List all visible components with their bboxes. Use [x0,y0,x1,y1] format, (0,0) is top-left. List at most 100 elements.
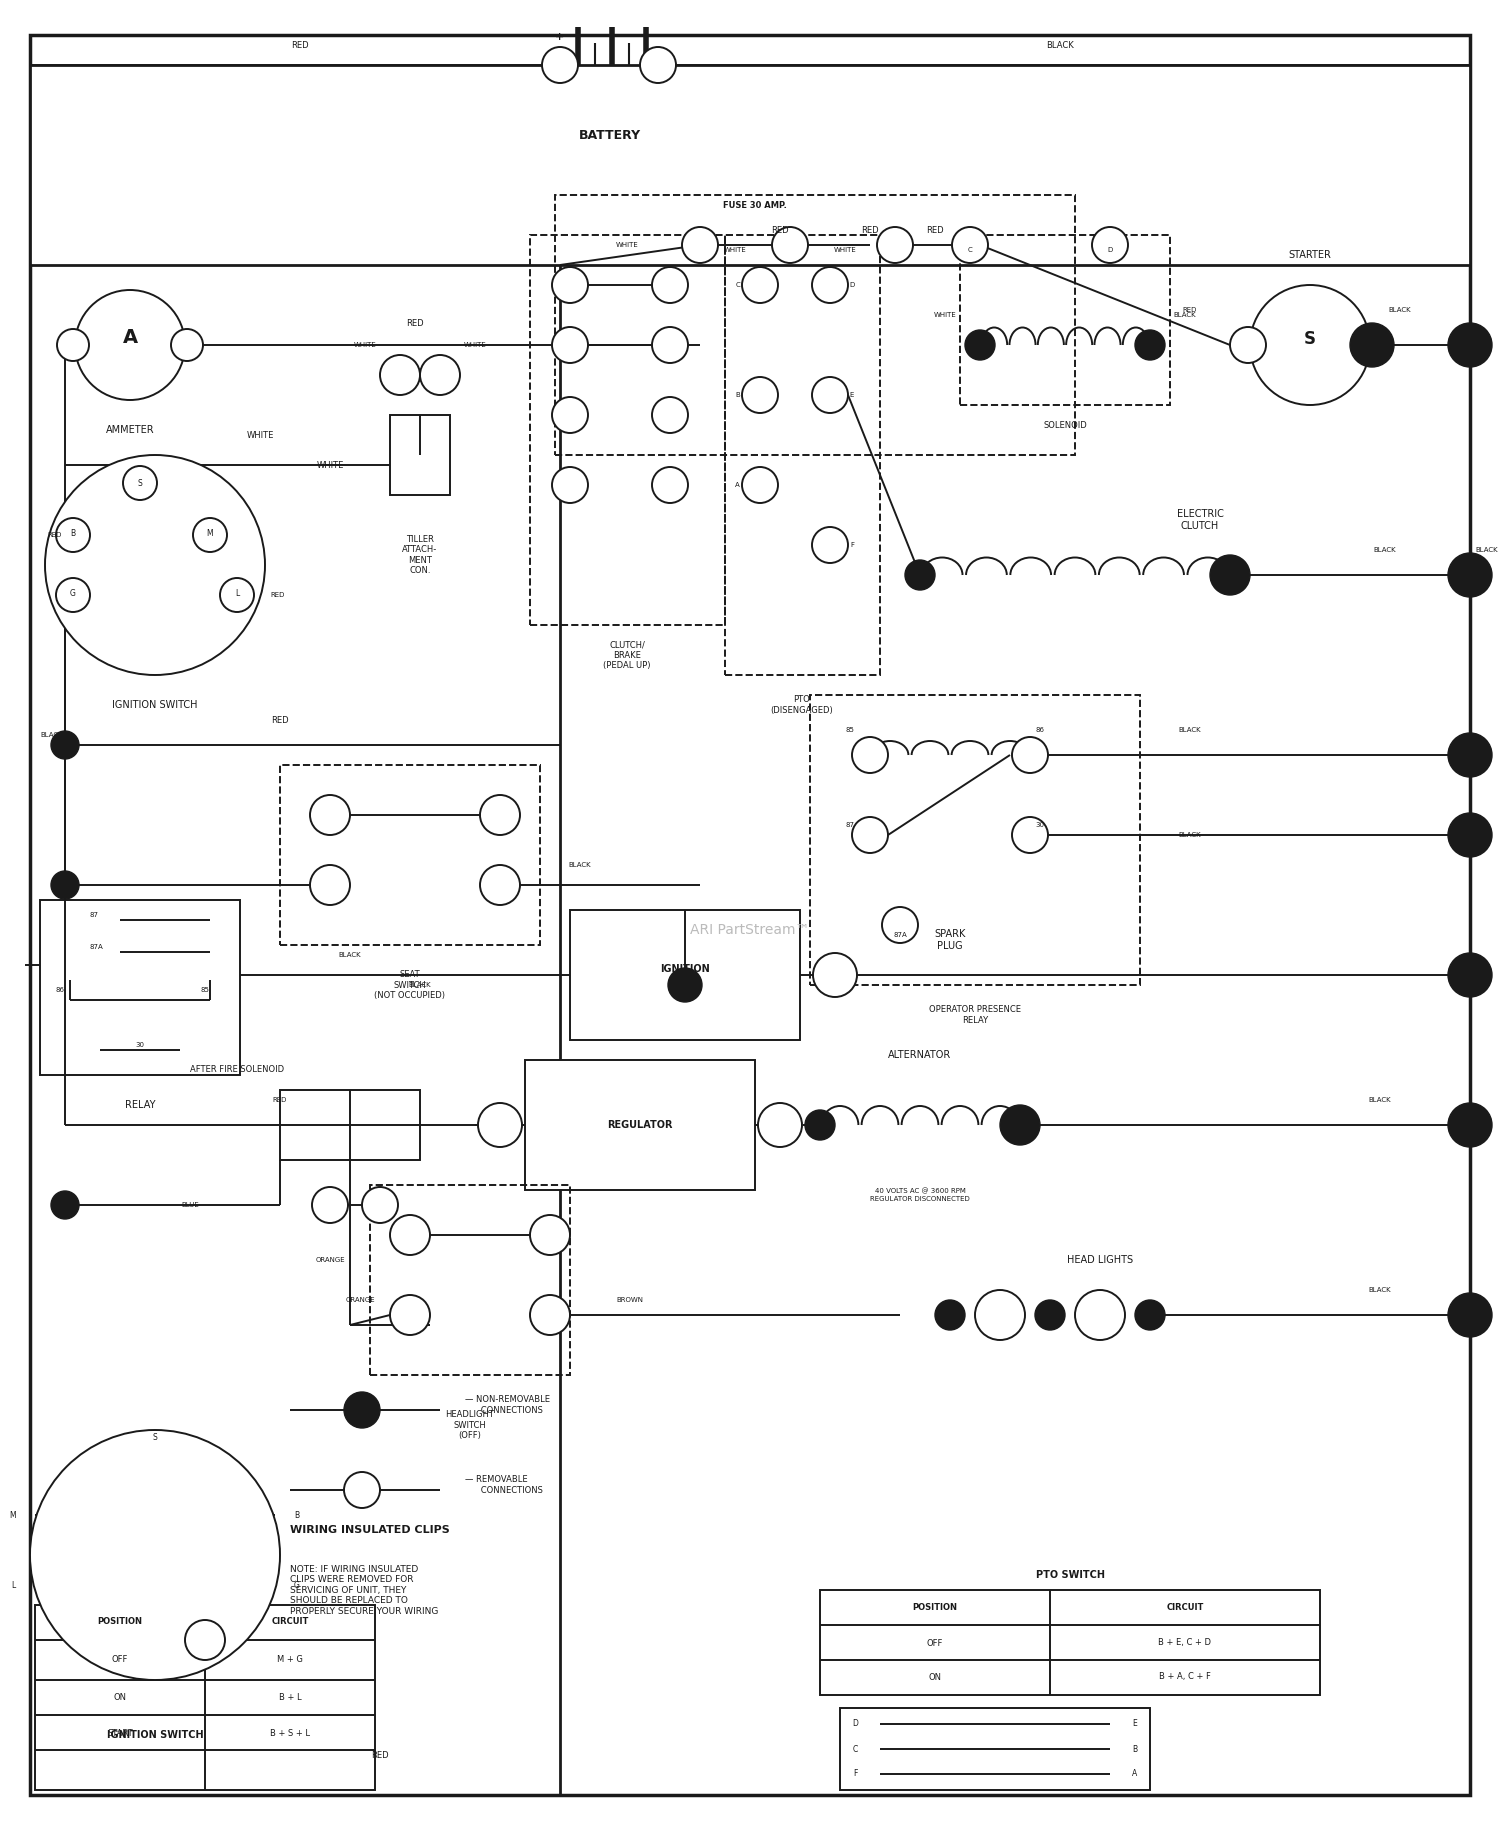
Text: 86: 86 [1035,726,1044,734]
Circle shape [530,1215,570,1256]
Text: RELAY: RELAY [124,1100,156,1110]
Circle shape [51,732,80,759]
Text: A: A [735,482,740,487]
Circle shape [1448,323,1492,367]
Circle shape [56,579,90,611]
Text: B: B [1132,1745,1137,1754]
Text: OFF: OFF [927,1639,944,1648]
Text: 87: 87 [846,821,855,829]
Circle shape [1210,555,1249,595]
Circle shape [344,1392,380,1427]
Text: BROWN: BROWN [616,1298,644,1303]
Bar [724,235,880,675]
Text: POSITION: POSITION [98,1617,142,1626]
Circle shape [390,1296,430,1336]
Circle shape [51,871,80,900]
Text: A: A [1132,1770,1137,1779]
Text: WHITE: WHITE [464,341,486,349]
Text: D: D [852,1719,858,1728]
Bar [821,1590,1320,1695]
Text: ON: ON [928,1672,942,1681]
Circle shape [652,467,688,504]
Circle shape [1013,737,1048,774]
Text: G: G [294,1580,300,1590]
Text: FUSE 30 AMP.: FUSE 30 AMP. [723,201,788,210]
Circle shape [1350,323,1394,367]
Circle shape [952,226,988,263]
Text: NOTE: IF WIRING INSULATED
CLIPS WERE REMOVED FOR
SERVICING OF UNIT, THEY
SHOULD : NOTE: IF WIRING INSULATED CLIPS WERE REM… [290,1566,438,1615]
Circle shape [812,527,847,562]
Circle shape [171,328,202,361]
Circle shape [552,467,588,504]
Text: RED: RED [1184,307,1197,314]
Circle shape [1448,812,1492,858]
Circle shape [478,1102,522,1146]
Circle shape [904,560,934,589]
Text: B + A, C + F: B + A, C + F [1160,1672,1210,1681]
Text: 87A: 87A [90,944,104,951]
Text: BLACK: BLACK [1046,40,1074,49]
Text: B: B [70,529,75,538]
Text: BLACK: BLACK [1179,832,1202,838]
Circle shape [380,356,420,394]
Circle shape [1000,1104,1039,1144]
Text: C: C [735,283,740,288]
Text: S: S [153,1433,158,1442]
Circle shape [812,378,847,412]
Text: SEAT
SWITCH
(NOT OCCUPIED): SEAT SWITCH (NOT OCCUPIED) [375,971,446,1000]
Text: WHITE: WHITE [316,460,344,469]
Text: BLACK: BLACK [1368,1097,1392,1102]
Text: WHITE: WHITE [723,246,747,254]
Text: BLACK: BLACK [1368,1287,1392,1292]
Circle shape [1250,285,1370,405]
Circle shape [30,1431,280,1681]
Circle shape [56,518,90,551]
Circle shape [806,1110,836,1141]
Text: START: START [106,1728,134,1737]
Text: TILLER
ATTACH-
MENT
CON.: TILLER ATTACH- MENT CON. [402,535,438,575]
Text: L: L [10,1580,15,1590]
Text: WHITE: WHITE [933,312,957,318]
Circle shape [45,454,266,675]
Circle shape [194,518,226,551]
Text: E: E [1132,1719,1137,1728]
Text: M: M [207,529,213,538]
Text: BLACK: BLACK [1474,548,1497,553]
Circle shape [812,266,847,303]
Text: WIRING INSULATED CLIPS: WIRING INSULATED CLIPS [290,1526,450,1535]
Text: BLUE: BLUE [182,1203,200,1208]
Circle shape [552,266,588,303]
Text: IGNITION SWITCH: IGNITION SWITCH [112,701,198,710]
Text: CIRCUIT: CIRCUIT [1167,1602,1203,1611]
Text: 85: 85 [846,726,855,734]
Text: 30: 30 [1035,821,1044,829]
Text: CIRCUIT: CIRCUIT [272,1617,309,1626]
Text: 87: 87 [90,912,99,918]
Text: BLACK: BLACK [568,861,591,869]
Circle shape [652,266,688,303]
Text: ORANGE: ORANGE [315,1257,345,1263]
Circle shape [480,865,520,905]
Circle shape [682,226,718,263]
Text: HEADLIGHT
SWITCH
(OFF): HEADLIGHT SWITCH (OFF) [446,1411,495,1440]
Text: REGULATOR: REGULATOR [608,1121,672,1130]
Bar [280,765,540,945]
Text: F: F [850,542,853,548]
Circle shape [344,1473,380,1507]
Text: 40 VOLTS AC @ 3600 RPM
REGULATOR DISCONNECTED: 40 VOLTS AC @ 3600 RPM REGULATOR DISCONN… [870,1188,970,1201]
Text: S: S [1304,330,1316,349]
Bar [34,1604,375,1790]
Circle shape [1448,1102,1492,1146]
Text: RED: RED [406,319,424,327]
Circle shape [1076,1290,1125,1340]
Text: BLACK: BLACK [1389,307,1411,314]
Circle shape [964,330,994,360]
Text: — REMOVABLE
      CONNECTIONS: — REMOVABLE CONNECTIONS [465,1475,543,1495]
Text: +: + [555,33,564,42]
Text: B + L: B + L [279,1692,302,1701]
Circle shape [51,1192,80,1219]
Text: AFTER FIRE SOLENOID: AFTER FIRE SOLENOID [190,1066,284,1075]
Circle shape [530,1296,570,1336]
Text: — NON-REMOVABLE
      CONNECTIONS: — NON-REMOVABLE CONNECTIONS [465,1396,550,1414]
Text: PTO
(DISENGAGED): PTO (DISENGAGED) [771,695,834,715]
